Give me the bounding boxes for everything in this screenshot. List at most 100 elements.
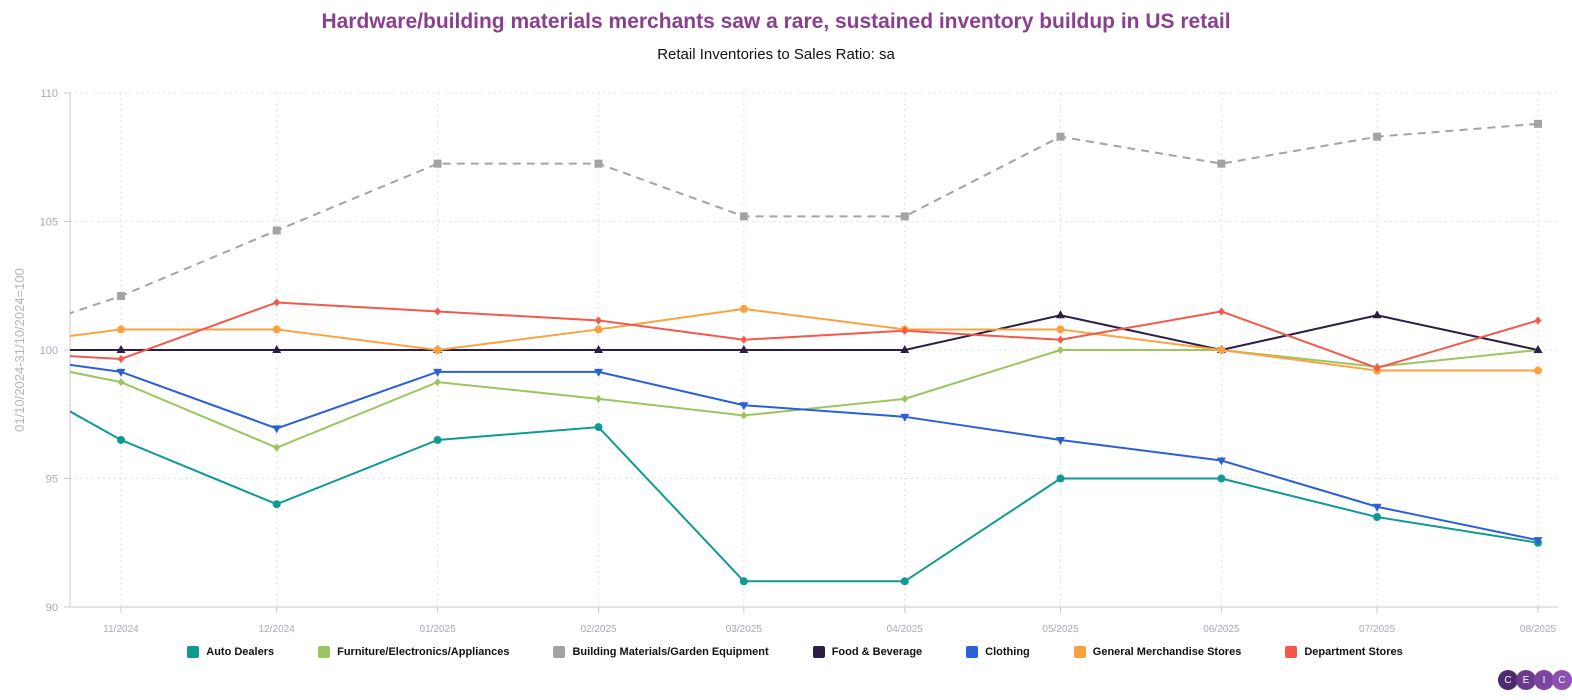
data-point-furniture-electronics-appliances (740, 411, 748, 420)
data-point-department-stores (1373, 363, 1381, 372)
data-point-auto-dealers (900, 577, 909, 586)
data-point-general-merchandise-stores (739, 304, 748, 313)
data-point-furniture-electronics-appliances (595, 394, 603, 403)
legend-label: Department Stores (1304, 646, 1403, 658)
data-point-general-merchandise-stores (272, 325, 281, 334)
data-point-department-stores (273, 298, 281, 307)
legend-swatch (966, 646, 979, 658)
legend-label: Clothing (985, 646, 1030, 658)
data-point-clothing (1216, 457, 1226, 466)
data-point-furniture-electronics-appliances (117, 378, 125, 387)
legend-swatch (553, 646, 566, 658)
legend-item[interactable]: Food & Beverage (812, 646, 923, 658)
data-point-general-merchandise-stores (1217, 346, 1226, 354)
x-tick-label: 11/2024 (103, 624, 139, 635)
data-point-clothing (272, 425, 282, 434)
y-axis-label: 01/10/2024-31/10/2024=100 (12, 268, 27, 432)
chart-subtitle: Retail Inventories to Sales Ratio: sa (657, 46, 895, 63)
data-point-furniture-electronics-appliances (1056, 346, 1064, 354)
data-point-furniture-electronics-appliances (434, 378, 442, 387)
series-line-furniture-electronics-appliances (70, 349, 1539, 449)
data-point-auto-dealers (117, 435, 125, 444)
data-point-auto-dealers (1373, 513, 1382, 522)
data-point-building-materials-garden-equipment (594, 159, 603, 168)
data-point-auto-dealers (739, 577, 748, 586)
data-point-clothing (1372, 503, 1382, 512)
x-tick-label: 06/2025 (1203, 624, 1240, 635)
data-point-clothing (116, 368, 126, 377)
data-point-clothing (739, 402, 749, 411)
data-point-food-beverage (1055, 310, 1065, 319)
x-tick-label: 07/2025 (1359, 624, 1396, 635)
legend-item[interactable]: Furniture/Electronics/Appliances (318, 646, 509, 658)
data-point-food-beverage (1533, 345, 1543, 353)
x-tick-label: 02/2025 (580, 624, 617, 635)
series-markers (116, 119, 1543, 586)
data-point-department-stores (1056, 335, 1064, 344)
legend-swatch (1285, 646, 1298, 658)
data-point-building-materials-garden-equipment (433, 159, 442, 168)
legend-item[interactable]: Building Materials/Garden Equipment (553, 646, 769, 658)
data-point-department-stores (1217, 307, 1225, 316)
data-point-department-stores (740, 335, 748, 344)
data-point-building-materials-garden-equipment (1534, 119, 1542, 128)
data-point-furniture-electronics-appliances (273, 443, 281, 452)
legend: Auto Dealers Furniture/Electronics/Applia… (0, 646, 1572, 658)
legend-label: General Merchandise Stores (1092, 646, 1242, 658)
legend-swatch (318, 646, 331, 658)
data-point-auto-dealers (594, 423, 603, 432)
data-point-department-stores (901, 326, 909, 335)
legend-swatch (1073, 646, 1086, 658)
legend-label: Food & Beverage (831, 646, 923, 658)
data-point-general-merchandise-stores (117, 325, 125, 334)
data-point-food-beverage (272, 345, 282, 353)
series-line-food-beverage (70, 314, 1539, 352)
y-tick-label: 110 (40, 88, 58, 100)
x-tick-label: 12/2024 (259, 624, 296, 635)
data-point-auto-dealers (1056, 474, 1065, 483)
data-point-building-materials-garden-equipment (1217, 159, 1226, 168)
y-tick-label: 100 (40, 345, 58, 357)
x-tick-label: 04/2025 (887, 624, 924, 635)
logo-letter: C (1498, 670, 1518, 690)
y-tick-label: 90 (46, 602, 58, 614)
data-point-food-beverage (900, 345, 910, 353)
data-point-building-materials-garden-equipment (117, 292, 125, 301)
data-point-building-materials-garden-equipment (272, 226, 281, 235)
data-point-department-stores (595, 316, 603, 325)
data-point-auto-dealers (272, 500, 281, 509)
legend-item[interactable]: Auto Dealers (187, 646, 274, 658)
data-point-department-stores (434, 307, 442, 316)
data-point-department-stores (117, 354, 125, 363)
legend-item[interactable]: Department Stores (1285, 646, 1403, 658)
series-lines (70, 122, 1539, 583)
data-point-building-materials-garden-equipment (1373, 132, 1382, 141)
data-point-food-beverage (116, 345, 126, 353)
line-chart: 90 95 100 105 110 11/2024 12/2024 01/2025 02/202… (12, 88, 1558, 635)
data-point-building-materials-garden-equipment (900, 212, 909, 221)
data-point-food-beverage (739, 345, 749, 353)
x-tick-label: 08/2025 (1520, 624, 1557, 635)
data-point-department-stores (1534, 316, 1542, 325)
logo-letter: E (1516, 670, 1536, 690)
data-point-auto-dealers (1217, 474, 1226, 483)
data-point-clothing (433, 368, 443, 377)
data-point-general-merchandise-stores (433, 346, 442, 354)
data-point-clothing (1533, 537, 1543, 546)
legend-item[interactable]: Clothing (966, 646, 1030, 658)
logo-letter: C (1552, 670, 1572, 690)
data-point-clothing (900, 413, 910, 422)
data-point-clothing (1055, 436, 1065, 445)
data-point-clothing (594, 368, 604, 377)
legend-swatch (187, 646, 200, 658)
chart-title: Hardware/building materials merchants sa… (321, 10, 1231, 33)
data-point-general-merchandise-stores (1056, 325, 1065, 334)
data-point-auto-dealers (433, 435, 442, 444)
data-point-general-merchandise-stores (1534, 366, 1542, 375)
x-tick-label: 05/2025 (1042, 624, 1079, 635)
series-line-auto-dealers (70, 410, 1539, 583)
data-point-food-beverage (594, 345, 604, 353)
legend-item[interactable]: General Merchandise Stores (1073, 646, 1242, 658)
legend-label: Building Materials/Garden Equipment (572, 646, 769, 658)
